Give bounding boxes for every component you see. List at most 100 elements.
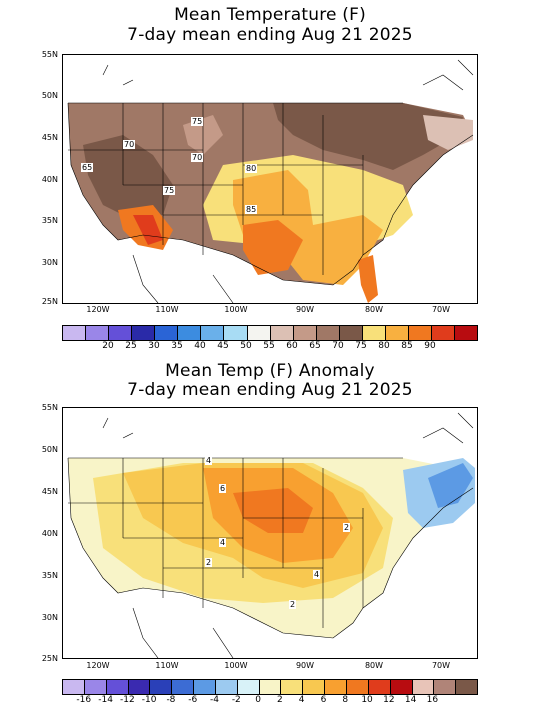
boundary-lines	[67, 457, 474, 639]
bottom-lon-label: 110W	[155, 661, 179, 670]
colorbar-swatch	[215, 680, 238, 694]
top-lat-label: 45N	[41, 133, 58, 142]
top-lon-label: 110W	[155, 305, 179, 314]
colorbar-swatch	[132, 326, 156, 340]
colorbar-tick-label: -4	[210, 695, 219, 705]
colorbar-swatch	[339, 326, 363, 340]
colorbar-tick-label: -6	[188, 695, 198, 705]
bottom-lat-label: 50N	[41, 445, 58, 454]
colorbar-swatch	[362, 326, 386, 340]
colorbar-swatch	[293, 326, 317, 340]
colorbar-tick-label: 30	[148, 341, 160, 351]
bottom-colorbar	[62, 679, 478, 695]
coastlines	[102, 412, 474, 658]
bottom-lon-label: 70W	[431, 661, 451, 670]
colorbar-swatch	[247, 326, 271, 340]
colorbar-swatch	[86, 326, 110, 340]
region-8-10	[233, 488, 313, 533]
colorbar-swatch	[150, 680, 173, 694]
region-northeast-light	[423, 115, 473, 150]
colorbar-swatch	[155, 326, 179, 340]
colorbar-tick-label: 85	[401, 341, 413, 351]
contour-label: 2	[205, 558, 213, 567]
contour-label: 2	[289, 600, 297, 609]
colorbar-swatch	[303, 680, 326, 694]
contour-label: 6	[219, 484, 227, 493]
colorbar-swatch	[63, 326, 87, 340]
colorbar-tick-label: 16	[426, 695, 439, 705]
colorbar-swatch	[270, 326, 294, 340]
colorbar-swatch	[201, 326, 225, 340]
colorbar-swatch	[84, 680, 107, 694]
colorbar-swatch	[456, 680, 478, 694]
colorbar-swatch	[259, 680, 282, 694]
colorbar-swatch	[455, 326, 478, 340]
contour-label: 70	[191, 153, 204, 162]
colorbar-swatch	[390, 680, 413, 694]
colorbar-tick-label: 75	[355, 341, 367, 351]
colorbar-swatch	[325, 680, 347, 694]
bottom-lat-label: 40N	[41, 529, 58, 538]
bottom-anomaly-map: 4 6 4 2 2 4 2	[62, 407, 478, 659]
colorbar-swatch	[106, 680, 129, 694]
colorbar-swatch	[346, 680, 369, 694]
contour-label: 85	[245, 205, 258, 214]
colorbar-swatch	[281, 680, 304, 694]
region-texas-hot	[243, 220, 303, 275]
bottom-lat-label: 35N	[41, 571, 58, 580]
colorbar-swatch	[434, 680, 457, 694]
colorbar-tick-label: 6	[320, 695, 327, 705]
colorbar-tick-label: 14	[404, 695, 417, 705]
colorbar-tick-label: 50	[240, 341, 252, 351]
contour-label: 4	[219, 538, 227, 547]
colorbar-tick-label: 12	[383, 695, 395, 705]
contour-label: 65	[81, 163, 94, 172]
colorbar-tick-label: 65	[309, 341, 321, 351]
top-lat-label: 55N	[41, 50, 58, 59]
colorbar-tick-label: 55	[263, 341, 275, 351]
top-lat-label: 40N	[41, 175, 58, 184]
colorbar-tick-label: 25	[125, 341, 137, 351]
colorbar-swatch	[316, 326, 340, 340]
region-florida-hot	[358, 255, 378, 303]
colorbar-tick-label: -16	[76, 695, 92, 705]
contour-label: 75	[163, 186, 176, 195]
colorbar-swatch	[172, 680, 195, 694]
top-lat-label: 30N	[41, 258, 58, 267]
region-desert-hottest	[133, 215, 163, 245]
top-lon-label: 70W	[431, 305, 451, 314]
contour-label: 4	[205, 456, 213, 465]
colorbar-swatch	[385, 326, 409, 340]
colorbar-swatch	[412, 680, 435, 694]
top-map-graphic	[67, 59, 474, 303]
colorbar-tick-label: 80	[378, 341, 390, 351]
colorbar-tick-label: -2	[231, 695, 241, 705]
bottom-map-title-line2: 7-day mean ending Aug 21 2025	[127, 380, 413, 400]
colorbar-tick-label: 40	[194, 341, 206, 351]
colorbar-tick-label: 20	[102, 341, 114, 351]
colorbar-swatch	[432, 326, 456, 340]
region-west-dark	[83, 135, 173, 220]
top-lon-label: 90W	[295, 305, 315, 314]
colorbar-swatch	[224, 326, 248, 340]
colorbar-swatch	[408, 326, 432, 340]
colorbar-swatch	[109, 326, 133, 340]
coastlines	[102, 59, 474, 303]
colorbar-tick-label: -14	[98, 695, 113, 705]
colorbar-tick-label: 45	[217, 341, 229, 351]
colorbar-tick-label: 0	[255, 695, 261, 705]
bottom-lat-label: 25N	[41, 654, 58, 663]
bottom-lat-label: 45N	[41, 487, 58, 496]
region-northeast-cooler	[428, 463, 473, 508]
colorbar-swatch	[368, 680, 391, 694]
top-lat-label: 50N	[41, 91, 58, 100]
colorbar-tick-label: 60	[286, 341, 298, 351]
contour-label: 70	[123, 140, 136, 149]
contour-label: 75	[191, 117, 204, 126]
colorbar-swatch	[63, 680, 85, 694]
colorbar-tick-label: 35	[171, 341, 183, 351]
top-lon-label: 100W	[224, 305, 248, 314]
top-lat-label: 35N	[41, 216, 58, 225]
colorbar-tick-label: -12	[120, 695, 135, 705]
region-north-dark	[273, 103, 463, 170]
